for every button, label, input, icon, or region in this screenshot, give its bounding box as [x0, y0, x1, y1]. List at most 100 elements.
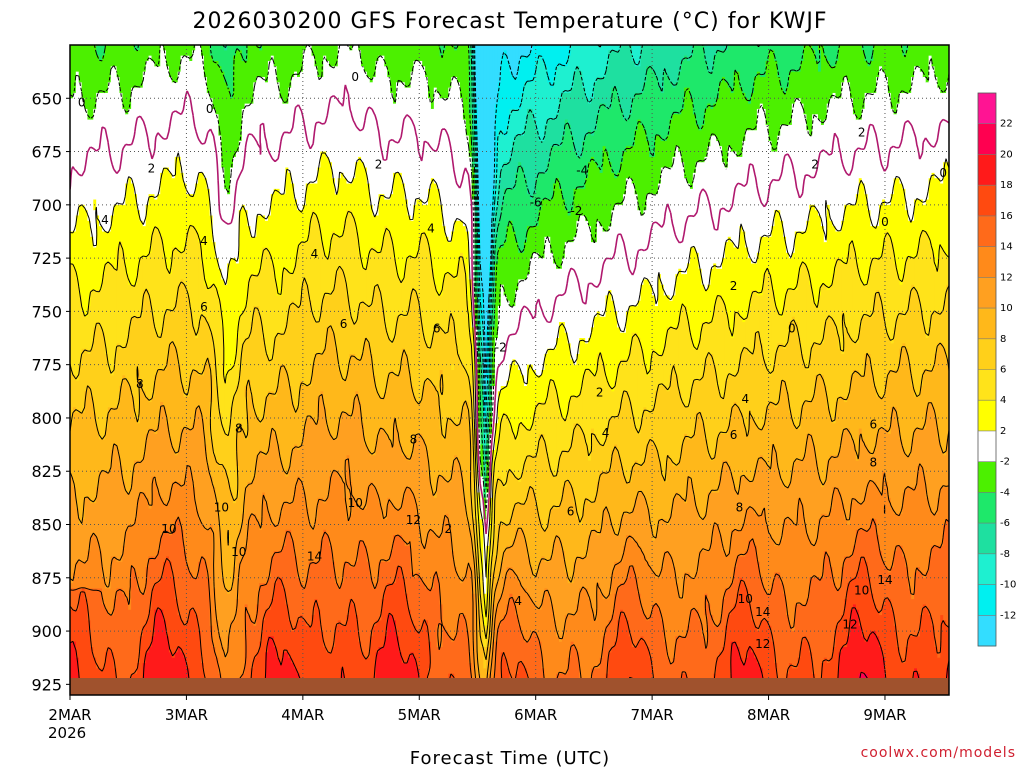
- band-cell: [276, 577, 281, 659]
- band-cell: [157, 338, 161, 371]
- band-cell: [850, 577, 854, 611]
- band-cell: [756, 428, 761, 462]
- band-cell: [742, 583, 746, 664]
- band-cell: [701, 375, 706, 424]
- band-cell: [620, 609, 624, 695]
- band-cell: [567, 215, 572, 243]
- band-cell: [800, 231, 805, 265]
- band-cell: [547, 199, 551, 238]
- band-cell: [791, 316, 796, 424]
- band-cell: [931, 66, 936, 174]
- band-cell: [818, 343, 822, 376]
- band-cell: [532, 577, 537, 606]
- band-cell: [847, 428, 851, 526]
- band-cell: [605, 295, 610, 382]
- band-cell: [104, 428, 109, 472]
- band-cell: [314, 354, 318, 424]
- band-cell: [940, 449, 944, 488]
- band-cell: [736, 71, 741, 158]
- band-cell: [198, 631, 202, 695]
- band-cell: [614, 311, 618, 382]
- band-cell: [669, 45, 674, 83]
- band-cell: [110, 652, 115, 695]
- colorbar-swatch: [978, 308, 996, 340]
- band-cell: [442, 50, 447, 99]
- band-cell: [791, 465, 796, 526]
- band-cell: [684, 503, 688, 574]
- band-cell: [378, 290, 383, 398]
- band-cell: [946, 359, 949, 440]
- band-cell: [628, 178, 633, 307]
- band-cell: [480, 572, 484, 616]
- band-cell: [547, 236, 551, 350]
- band-cell: [154, 332, 158, 376]
- band-cell: [285, 370, 289, 478]
- band-cell: [145, 258, 150, 291]
- band-cell: [262, 583, 266, 622]
- band-cell: [707, 354, 711, 456]
- band-cell: [681, 497, 685, 600]
- band-cell: [381, 55, 385, 195]
- band-cell: [195, 508, 199, 579]
- band-cell: [628, 146, 633, 179]
- band-cell: [84, 348, 89, 392]
- band-cell: [684, 87, 688, 179]
- band-cell: [142, 71, 147, 227]
- band-cell: [591, 327, 595, 376]
- band-cell: [393, 508, 397, 536]
- band-cell: [361, 268, 365, 302]
- band-cell: [177, 71, 182, 158]
- band-cell: [751, 263, 755, 291]
- band-cell: [884, 204, 889, 233]
- band-cell: [777, 76, 781, 137]
- band-cell: [820, 124, 825, 227]
- contour-0: [70, 84, 949, 535]
- band-cell: [873, 45, 877, 94]
- band-cell: [477, 492, 481, 526]
- contour-label: 0: [788, 321, 796, 335]
- band-cell: [887, 204, 892, 238]
- band-cell: [297, 76, 301, 211]
- band-cell: [780, 87, 784, 126]
- band-cell: [876, 433, 880, 488]
- band-cell: [605, 625, 610, 675]
- band-cell: [148, 300, 153, 403]
- band-cell: [844, 428, 848, 520]
- band-cell: [302, 492, 307, 590]
- band-cell: [145, 497, 150, 568]
- band-cell: [285, 476, 289, 504]
- contour-label: 8: [870, 456, 878, 470]
- band-cell: [337, 620, 342, 695]
- band-cell: [847, 204, 851, 254]
- band-cell: [439, 647, 444, 695]
- band-cell: [104, 231, 109, 265]
- band-cell: [585, 370, 589, 446]
- band-cell: [369, 481, 374, 579]
- band-cell: [928, 370, 933, 403]
- band-cell: [81, 561, 86, 590]
- band-cell: [218, 412, 222, 467]
- band-cell: [882, 428, 886, 472]
- band-cell: [896, 178, 901, 275]
- band-cell: [835, 455, 839, 488]
- band-cell: [168, 492, 173, 536]
- band-cell: [407, 45, 412, 89]
- band-cell: [270, 194, 275, 265]
- band-cell: [681, 108, 685, 163]
- band-cell: [564, 417, 569, 451]
- band-cell: [393, 258, 397, 339]
- band-cell: [567, 449, 572, 483]
- band-cell: [410, 385, 415, 456]
- band-cell: [119, 465, 123, 563]
- band-cell: [232, 620, 237, 695]
- band-cell: [876, 535, 880, 611]
- band-cell: [311, 316, 316, 366]
- band-cell: [687, 572, 691, 627]
- band-cell: [326, 497, 330, 536]
- band-cell: [841, 82, 845, 222]
- band-cell: [163, 529, 167, 563]
- band-cell: [751, 92, 755, 131]
- band-cell: [445, 236, 449, 275]
- band-cell: [852, 497, 857, 547]
- band-cell: [363, 508, 368, 547]
